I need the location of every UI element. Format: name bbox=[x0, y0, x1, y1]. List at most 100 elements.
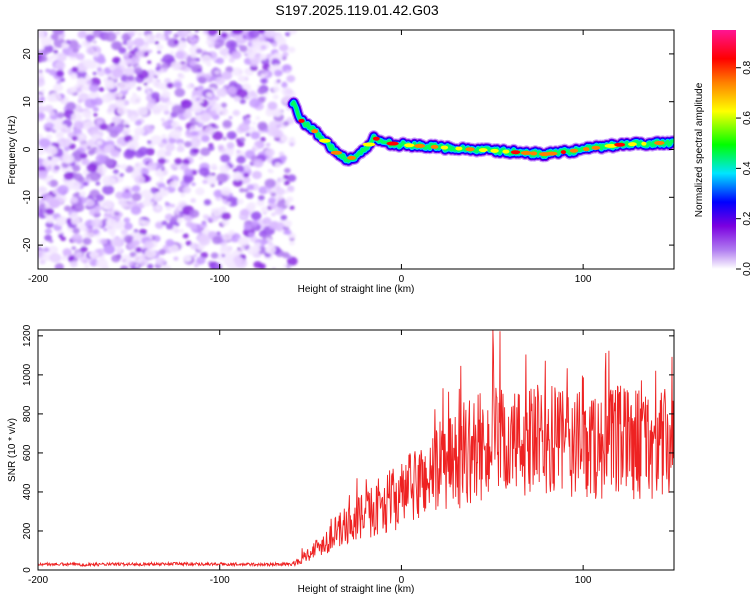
noise-blob bbox=[57, 185, 69, 195]
noise-blob bbox=[226, 142, 235, 149]
noise-blob bbox=[38, 170, 48, 180]
noise-blob bbox=[234, 33, 244, 41]
noise-blob bbox=[247, 202, 256, 210]
noise-blob bbox=[204, 126, 215, 136]
noise-blob bbox=[283, 174, 289, 180]
noise-blob bbox=[122, 130, 129, 136]
noise-blob bbox=[123, 222, 133, 230]
ridge-hotspot bbox=[641, 141, 647, 146]
noise-blob bbox=[69, 86, 77, 93]
noise-blob bbox=[228, 116, 233, 120]
noise-blob bbox=[252, 158, 264, 168]
noise-blob bbox=[67, 255, 75, 262]
noise-blob bbox=[213, 125, 219, 130]
noise-blob bbox=[182, 158, 190, 165]
noise-blob bbox=[162, 54, 175, 64]
ridge-hotspot bbox=[440, 145, 449, 150]
noise-blob bbox=[212, 235, 223, 245]
noise-blob bbox=[70, 112, 83, 123]
noise-blob bbox=[165, 143, 176, 152]
noise-blob bbox=[182, 30, 190, 35]
noise-blob bbox=[211, 163, 217, 169]
noise-blob bbox=[165, 206, 172, 211]
noise-blob bbox=[106, 210, 111, 214]
noise-blob bbox=[180, 99, 193, 109]
noise-blob bbox=[129, 95, 142, 105]
noise-blob bbox=[216, 57, 225, 65]
noise-blob bbox=[221, 70, 233, 80]
noise-blob bbox=[71, 135, 78, 141]
noise-blob bbox=[116, 143, 122, 149]
noise-blob bbox=[185, 240, 192, 246]
noise-blob bbox=[210, 214, 219, 222]
noise-blob bbox=[174, 158, 183, 165]
noise-blob bbox=[182, 233, 189, 239]
noise-blob bbox=[233, 96, 241, 102]
noise-blob bbox=[169, 180, 179, 188]
noise-blob bbox=[86, 146, 92, 150]
noise-blob bbox=[53, 83, 64, 93]
noise-blob bbox=[226, 201, 231, 205]
noise-blob bbox=[75, 84, 80, 89]
noise-blob bbox=[130, 205, 142, 215]
noise-blob bbox=[256, 199, 265, 207]
noise-blob bbox=[251, 41, 262, 50]
noise-blob bbox=[84, 98, 97, 109]
noise-blob bbox=[74, 203, 85, 212]
noise-blob bbox=[148, 161, 154, 166]
noise-blob bbox=[46, 124, 51, 128]
noise-blob bbox=[271, 129, 284, 139]
noise-blob bbox=[69, 260, 78, 268]
noise-blob bbox=[62, 154, 75, 164]
noise-blob bbox=[45, 208, 54, 216]
noise-blob bbox=[129, 115, 138, 123]
noise-blob bbox=[243, 188, 249, 193]
noise-blob bbox=[250, 131, 261, 140]
ridge-hotspot bbox=[546, 151, 558, 156]
noise-blob bbox=[160, 118, 166, 122]
noise-blob bbox=[63, 205, 72, 212]
noise-blob bbox=[65, 101, 76, 111]
noise-blob bbox=[88, 83, 100, 93]
noise-blob bbox=[215, 76, 225, 86]
noise-blob bbox=[260, 78, 268, 84]
noise-blob bbox=[72, 227, 80, 234]
colorbar-tick-label: 0.8 bbox=[742, 60, 750, 74]
noise-blob bbox=[42, 253, 52, 262]
noise-blob bbox=[45, 145, 58, 156]
noise-blob bbox=[258, 186, 269, 195]
noise-blob bbox=[160, 187, 165, 192]
noise-blob bbox=[221, 219, 230, 226]
noise-blob bbox=[231, 30, 244, 35]
noise-blob bbox=[92, 71, 97, 76]
noise-blob bbox=[165, 150, 172, 157]
noise-blob bbox=[284, 31, 291, 37]
noise-blob bbox=[123, 67, 136, 77]
noise-blob bbox=[85, 75, 90, 79]
noise-blob bbox=[165, 239, 175, 247]
noise-blob bbox=[71, 66, 79, 73]
noise-blob bbox=[237, 236, 250, 247]
spectrogram-ylabel: Frequency (Hz) bbox=[7, 116, 18, 185]
noise-blob bbox=[190, 52, 198, 59]
ridge-hotspot bbox=[414, 143, 426, 148]
spectrogram-ytick-label: 20 bbox=[22, 48, 33, 60]
noise-blob bbox=[134, 175, 146, 185]
noise-blob bbox=[203, 199, 212, 206]
noise-blob bbox=[135, 264, 140, 268]
snr-series-line bbox=[38, 330, 674, 568]
noise-blob bbox=[52, 30, 65, 36]
noise-blob bbox=[245, 117, 250, 121]
noise-blob bbox=[85, 199, 95, 207]
noise-blob bbox=[198, 167, 210, 177]
noise-blob bbox=[137, 219, 145, 225]
noise-blob bbox=[236, 149, 241, 154]
noise-blob bbox=[170, 120, 180, 128]
noise-blob bbox=[95, 194, 105, 202]
noise-blob bbox=[161, 264, 172, 269]
spectrogram-ytick-label: 10 bbox=[22, 96, 33, 108]
ridge-hotspot bbox=[465, 147, 475, 152]
noise-blob bbox=[213, 95, 220, 101]
